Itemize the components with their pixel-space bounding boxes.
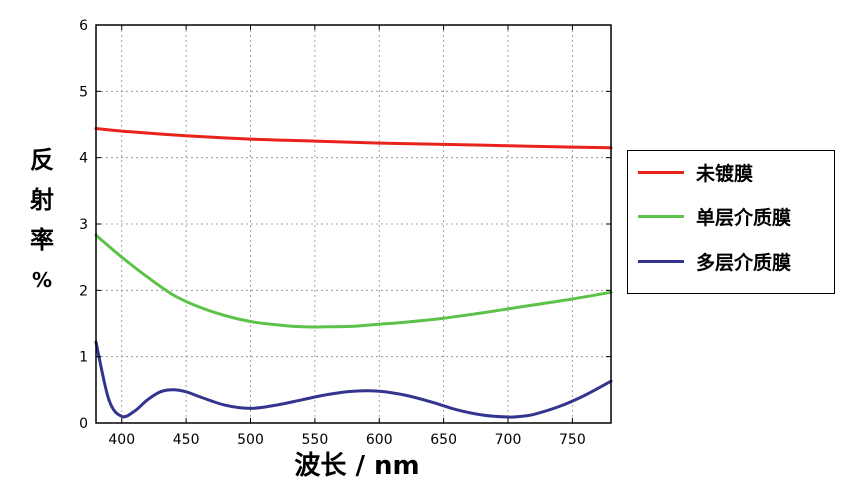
- legend-item-multi-layer: 多层介质膜: [628, 246, 791, 276]
- series-lines: [94, 127, 613, 419]
- legend-swatch: [638, 259, 684, 263]
- y-tick-label: 5: [79, 84, 88, 100]
- series-line-multi-layer: [94, 340, 613, 419]
- y-axis-label-char: 率: [30, 226, 54, 254]
- y-tick-label: 3: [79, 217, 88, 233]
- y-axis-label-char: 反: [30, 146, 54, 174]
- tick-labels: 400 450 500 550 600 650 700 750 0 1 2 3 4 5 6: [79, 18, 611, 448]
- series-line-single-layer: [94, 233, 613, 329]
- grid: [96, 25, 611, 423]
- x-axis-label: 波长 / nm: [294, 451, 419, 481]
- legend-label: 多层介质膜: [696, 251, 792, 274]
- x-tick-label: 700: [495, 432, 522, 448]
- legend-label: 单层介质膜: [696, 206, 792, 229]
- y-axis-label: 反 射 率 %: [22, 140, 62, 300]
- legend-swatch: [638, 214, 684, 218]
- y-tick-label: 0: [79, 416, 88, 432]
- x-tick-label: 600: [366, 432, 393, 448]
- x-tick-label: 750: [559, 432, 586, 448]
- y-tick-label: 1: [79, 350, 88, 366]
- y-axis-label-char: %: [31, 268, 53, 292]
- y-tick-label: 2: [79, 283, 88, 299]
- legend-item-single-layer: 单层介质膜: [628, 201, 791, 231]
- x-tick-label: 500: [237, 432, 264, 448]
- legend-label: 未镀膜: [696, 162, 754, 185]
- x-tick-label: 450: [173, 432, 200, 448]
- x-tick-label: 400: [108, 432, 135, 448]
- legend: 未镀膜 单层介质膜 多层介质膜: [627, 150, 835, 294]
- y-tick-label: 6: [79, 18, 88, 34]
- legend-swatch: [638, 170, 684, 174]
- legend-item-uncoated: 未镀膜: [628, 157, 753, 187]
- x-tick-label: 650: [430, 432, 457, 448]
- x-tick-label: 550: [302, 432, 329, 448]
- plot-frame: [95, 24, 612, 424]
- series-line-uncoated: [94, 127, 613, 150]
- y-axis-label-char: 射: [30, 186, 54, 214]
- y-tick-label: 4: [79, 151, 88, 167]
